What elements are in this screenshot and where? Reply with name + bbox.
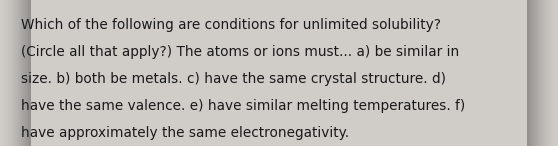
Bar <box>3 0 4 146</box>
Bar <box>540 0 541 146</box>
Bar <box>8 0 9 146</box>
Bar <box>9 0 10 146</box>
Bar <box>547 0 548 146</box>
Bar <box>539 0 540 146</box>
Text: have the same valence. e) have similar melting temperatures. f): have the same valence. e) have similar m… <box>21 99 465 113</box>
Bar <box>17 0 18 146</box>
Bar <box>4 0 6 146</box>
Bar <box>14 0 15 146</box>
Bar <box>6 0 7 146</box>
Bar <box>30 0 31 146</box>
Bar <box>542 0 543 146</box>
Bar <box>533 0 534 146</box>
Bar <box>11 0 12 146</box>
Bar <box>27 0 28 146</box>
Bar <box>21 0 22 146</box>
Bar <box>26 0 27 146</box>
Bar <box>2 0 3 146</box>
Bar <box>23 0 24 146</box>
Bar <box>555 0 556 146</box>
Bar <box>550 0 551 146</box>
Bar <box>15 0 16 146</box>
Bar <box>548 0 549 146</box>
Text: have approximately the same electronegativity.: have approximately the same electronegat… <box>21 126 349 140</box>
Bar <box>530 0 531 146</box>
Bar <box>1 0 2 146</box>
Bar <box>20 0 21 146</box>
Bar <box>546 0 547 146</box>
Bar <box>549 0 550 146</box>
Bar <box>544 0 545 146</box>
Bar <box>16 0 17 146</box>
Bar <box>28 0 29 146</box>
Bar <box>528 0 529 146</box>
Bar <box>12 0 13 146</box>
Bar <box>535 0 536 146</box>
Bar <box>537 0 538 146</box>
Bar <box>541 0 542 146</box>
Bar <box>527 0 528 146</box>
Bar <box>556 0 557 146</box>
Bar <box>24 0 25 146</box>
Bar <box>19 0 20 146</box>
Bar <box>532 0 533 146</box>
Bar <box>554 0 555 146</box>
Bar <box>552 0 554 146</box>
Bar <box>538 0 539 146</box>
Bar <box>529 0 530 146</box>
Bar <box>25 0 26 146</box>
Bar <box>551 0 552 146</box>
Bar <box>22 0 23 146</box>
Text: size. b) both be metals. c) have the same crystal structure. d): size. b) both be metals. c) have the sam… <box>21 72 446 86</box>
Bar <box>7 0 8 146</box>
Bar <box>21 0 22 146</box>
Bar <box>543 0 544 146</box>
Bar <box>13 0 14 146</box>
Text: Which of the following are conditions for unlimited solubility?: Which of the following are conditions fo… <box>21 18 441 32</box>
Bar <box>10 0 11 146</box>
Bar <box>534 0 535 146</box>
Bar <box>29 0 30 146</box>
Bar <box>545 0 546 146</box>
Bar <box>531 0 532 146</box>
Bar <box>18 0 19 146</box>
Text: (Circle all that apply?) The atoms or ions must... a) be similar in: (Circle all that apply?) The atoms or io… <box>21 45 459 59</box>
